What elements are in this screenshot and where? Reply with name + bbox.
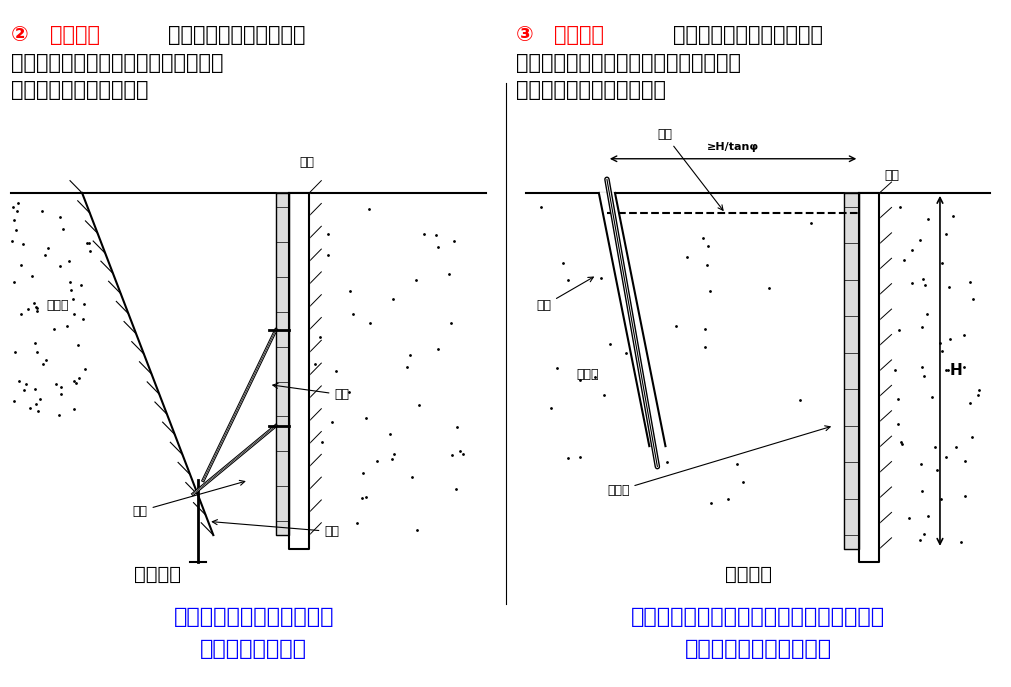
- Text: 柱桩内侧支设挡土板，柱桩上端用拉杆拉: 柱桩内侧支设挡土板，柱桩上端用拉杆拉: [516, 53, 740, 73]
- Polygon shape: [599, 193, 665, 446]
- Text: 锚桩: 锚桩: [536, 277, 592, 313]
- Text: ≥H/tanφ: ≥H/tanφ: [707, 142, 758, 152]
- Text: 短桩: 短桩: [212, 519, 339, 538]
- Text: ②: ②: [11, 25, 36, 45]
- Text: 或机械挖土时使用: 或机械挖土时使用: [200, 639, 307, 659]
- Text: 适用于深度不大的大型基坑: 适用于深度不大的大型基坑: [173, 607, 334, 627]
- Text: 能安设横（斜）撑时使用: 能安设横（斜）撑时使用: [684, 639, 831, 659]
- Text: 挡土板内侧回填土夯实。: 挡土板内侧回填土夯实。: [11, 80, 149, 100]
- Polygon shape: [843, 193, 858, 549]
- Text: 适用于深度不大的大型基坑，用机械挖土不: 适用于深度不大的大型基坑，用机械挖土不: [631, 607, 885, 627]
- Text: 挡土板: 挡土板: [607, 426, 829, 497]
- Text: 先沿基坑边缘打设柱桩，: 先沿基坑边缘打设柱桩，: [168, 25, 305, 45]
- Text: 先沿基坑边缘打设柱桩，在: 先沿基坑边缘打设柱桩，在: [672, 25, 822, 45]
- Text: 在柱桩内侧支设挡土板并用斜撑支顶，: 在柱桩内侧支设挡土板并用斜撑支顶，: [11, 53, 223, 73]
- Text: 柱桩: 柱桩: [299, 155, 313, 168]
- Text: 斜柱支撑: 斜柱支撑: [50, 25, 100, 45]
- Text: 拉杆: 拉杆: [657, 128, 722, 210]
- Text: 斜柱支撑: 斜柱支撑: [134, 565, 181, 583]
- Text: 柱桩: 柱桩: [884, 169, 899, 182]
- Text: 斜撑: 斜撑: [273, 383, 349, 401]
- Text: 锚拉支撑: 锚拉支撑: [554, 25, 604, 45]
- Polygon shape: [289, 193, 309, 549]
- Text: 紧，挡土板内侧填土夯实。: 紧，挡土板内侧填土夯实。: [516, 80, 665, 100]
- Text: H: H: [949, 363, 961, 379]
- Text: 锚拉支撑: 锚拉支撑: [724, 565, 771, 583]
- Text: 回填土: 回填土: [47, 300, 69, 313]
- Text: 回填土: 回填土: [576, 368, 599, 381]
- Polygon shape: [599, 193, 665, 446]
- Text: 挡板: 挡板: [132, 480, 245, 517]
- Polygon shape: [276, 193, 289, 535]
- Polygon shape: [858, 193, 879, 563]
- Text: ③: ③: [516, 25, 541, 45]
